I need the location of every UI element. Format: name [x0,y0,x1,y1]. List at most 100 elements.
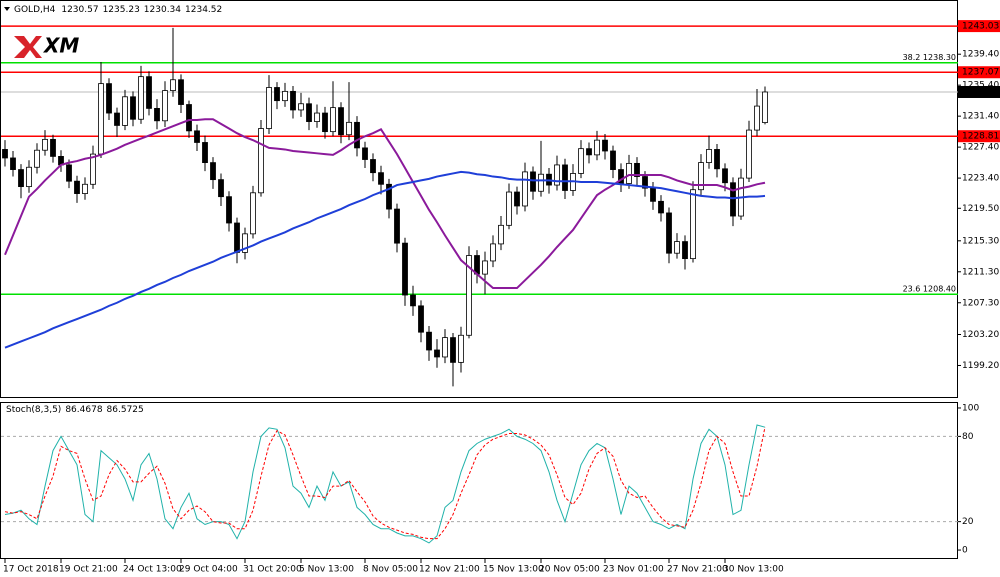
x-tick-label: 15 Nov 13:00 [483,565,544,575]
level-price-label: 1243.03 [962,22,999,32]
candle-body [538,173,544,192]
candle-body [130,96,136,120]
candle-body [170,79,176,91]
candle-body [34,149,40,168]
candle-body [506,191,512,226]
candle-body [642,176,648,189]
candle-body [402,242,408,296]
candle-body [530,171,536,192]
candle-body [522,171,528,207]
candle-body [186,104,192,132]
logo-text: XM [42,34,79,58]
y-tick-label: 1219.50 [962,204,999,214]
logo-mark [14,36,42,58]
close: 1234.52 [185,5,222,15]
candle-body [634,162,640,177]
y-tick-label: 1227.40 [962,143,999,153]
candle-body [626,162,632,184]
x-tick-label: 24 Oct 13:00 [123,565,182,575]
stoch-line [4,424,766,544]
stoch-signal: 86.5725 [107,405,144,415]
candle-body [290,90,296,111]
y-tick-label: 1231.40 [962,112,999,122]
candle-body [138,76,144,120]
symbol: GOLD,H4 [14,5,56,15]
candle-body [178,79,184,105]
candle-body [82,183,88,194]
x-tick-label: 27 Nov 21:00 [667,565,728,575]
candle-body [594,139,600,156]
candle-body [410,294,416,307]
candle-body [122,96,128,126]
candle-body [322,112,328,133]
header: GOLD,H4 1230.57 1235.23 1230.34 1234.52 [14,5,222,15]
candle-body [666,212,672,254]
y-tick-label: 1211.30 [962,267,999,277]
candle-body [226,196,232,224]
candle-body [210,162,216,181]
y-tick-label: 0 [962,546,968,556]
x-tick-label: 19 Oct 21:00 [59,565,118,575]
candle-body [114,112,120,126]
candle-body [386,183,392,210]
main-panel [0,0,958,398]
candle-body [426,331,432,351]
x-tick-label: 23 Nov 01:00 [603,565,664,575]
stoch-panel [0,402,958,559]
candle-body [442,337,448,358]
candle-body [698,162,704,191]
candle-body [146,76,152,109]
y-tick-label: 1199.20 [962,361,999,371]
candle-body [482,260,488,275]
stoch-line [4,426,766,540]
candle-body [18,169,24,188]
candle-body [554,164,560,186]
candle-body [194,130,200,143]
candle-body [586,148,592,156]
candle-body [578,148,584,174]
candle-body [346,121,352,136]
candle-body [746,129,752,179]
candle-body [298,103,304,111]
candle-body [106,83,112,114]
candle-body [650,187,656,202]
candle-body [338,107,344,136]
candle-body [682,241,688,260]
candle-body [242,233,248,253]
candle-body [74,180,80,194]
fib-label: 23.6 1208.40 [903,285,956,294]
candle-body [602,139,608,152]
candle-body [370,159,376,174]
candle-body [562,164,568,191]
candle-body [2,149,8,159]
last-price-label: 1234.52 [962,87,999,97]
candle-body [514,191,520,207]
candle-body [66,164,72,182]
x-tick-label: 5 Nov 13:00 [299,565,354,575]
logo: XM [14,34,79,58]
candle-body [162,90,168,122]
candle-body [362,147,368,160]
candle-body [754,105,760,131]
candle-body [234,222,240,253]
candle-body [658,200,664,214]
y-tick-label: 1235.40 [962,81,999,91]
x-tick-label: 12 Nov 21:00 [419,565,480,575]
y-tick-label: 1239.40 [962,50,999,60]
fib-label: 38.2 1238.30 [903,53,956,62]
candle-body [42,138,48,151]
x-tick-label: 20 Nov 05:00 [539,565,600,575]
candle-body [466,255,472,336]
candle-body [10,157,16,170]
high: 1235.23 [103,5,140,15]
candle-body [762,91,768,123]
candle-body [674,241,680,254]
candle-body [154,108,160,122]
candle-body [354,121,360,149]
candle-body [98,83,104,155]
level-price-label: 1228.81 [962,132,999,142]
level-price-box [958,66,1000,79]
candle-body [418,305,424,333]
